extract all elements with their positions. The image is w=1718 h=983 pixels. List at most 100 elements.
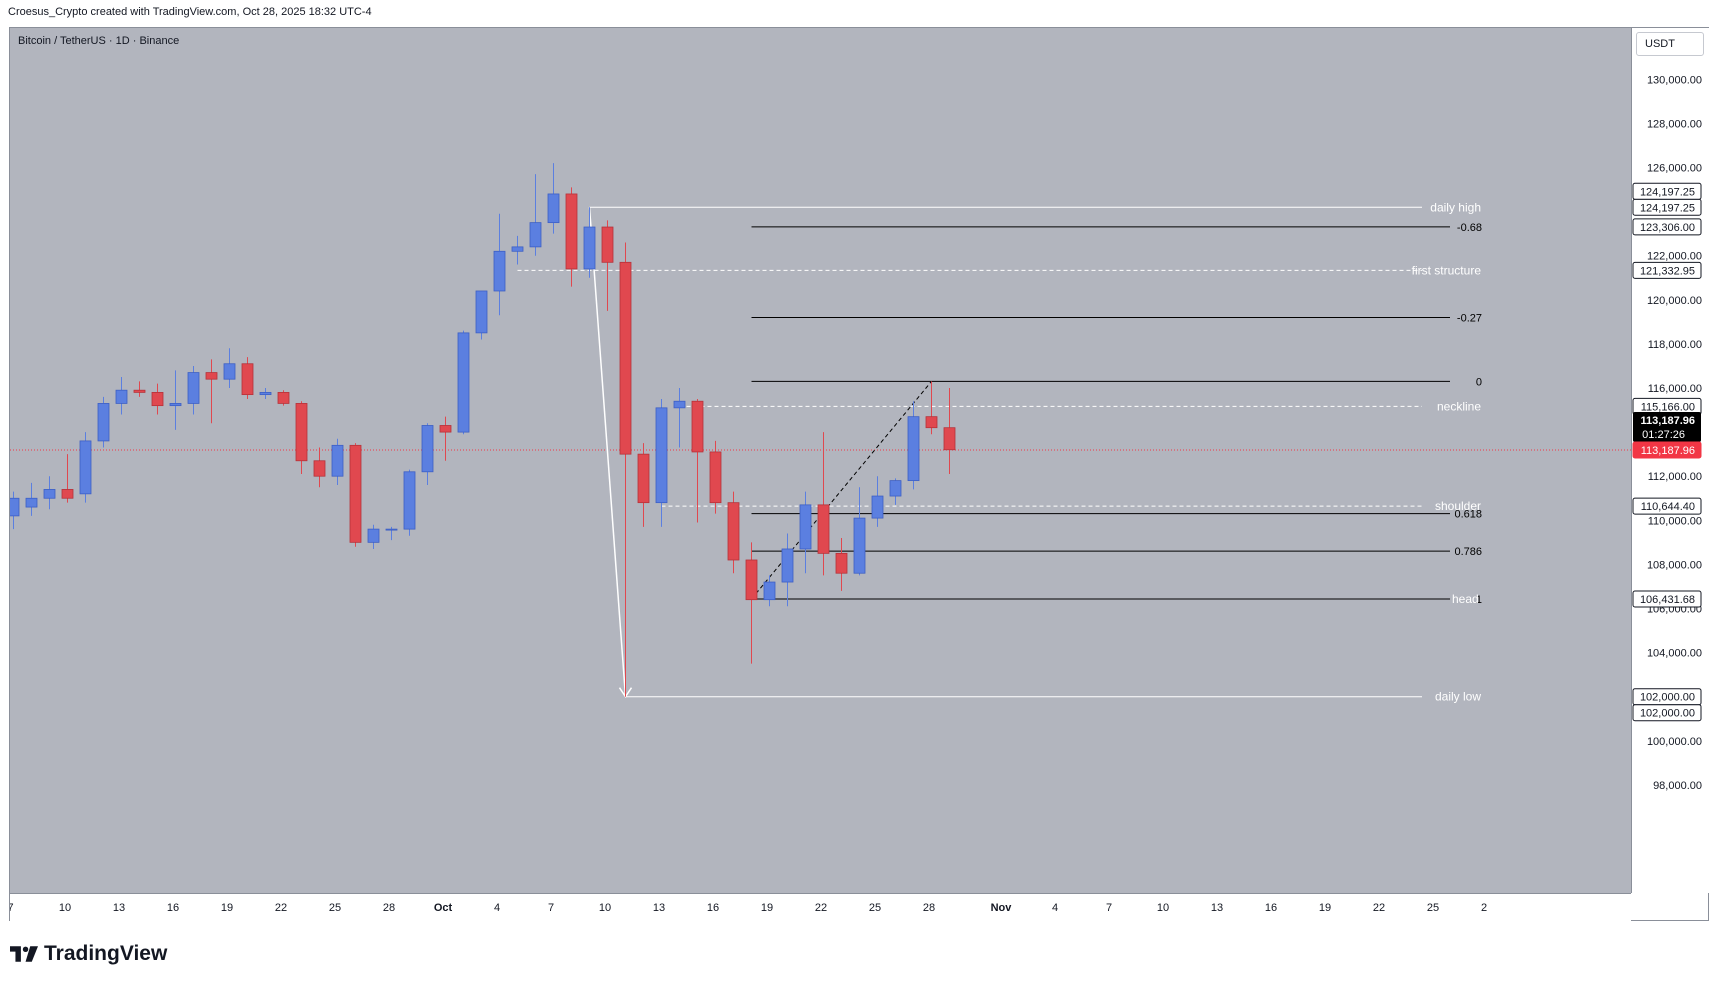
candle-body: [709, 451, 722, 504]
time-axis-labels: 7 10 13 16 19 22 25 28 Oct 4 7 10 13 16 19 22 25 28 Nov 4 7 1…: [7, 902, 1487, 914]
candle-body: [367, 528, 380, 543]
price-tick-label: 108,000.00: [1647, 559, 1702, 571]
candle-body: [925, 416, 938, 429]
time-tick-label: 22: [815, 902, 827, 914]
level-label: first structure: [1412, 263, 1482, 277]
candle-body: [25, 497, 38, 508]
time-tick-label: 16: [1265, 902, 1277, 914]
price-tick-label: 110,000.00: [1648, 515, 1702, 527]
fib-label: 0.786: [1454, 546, 1482, 558]
price-tick-label: 100,000.00: [1647, 736, 1702, 748]
fib-price-badge: 123,306.00: [1640, 222, 1695, 234]
time-tick-label: 10: [599, 902, 611, 914]
time-tick-label: 16: [167, 902, 179, 914]
candle-countdown: 01:27:26: [1642, 429, 1685, 441]
candle-body: [403, 471, 416, 530]
candle-body: [241, 363, 254, 396]
time-tick-label: 22: [1373, 902, 1385, 914]
candle-body: [43, 489, 56, 499]
time-tick-label: 25: [1427, 902, 1439, 914]
time-tick-label: 19: [761, 902, 773, 914]
candle-body: [529, 222, 542, 248]
level-price-badge: 121,332.95: [1640, 265, 1695, 277]
level-price-badge: 115,166.00: [1641, 401, 1695, 413]
fib-price-badge: 106,431.68: [1640, 594, 1695, 606]
level-label: daily low: [1435, 690, 1481, 704]
level-price-badge: 124,197.25: [1640, 186, 1695, 198]
candle-body: [115, 389, 128, 404]
last-price-box-bg: [1633, 412, 1701, 443]
level-label: daily high: [1430, 200, 1481, 214]
time-axis[interactable]: 7 10 13 16 19 22 25 28 Oct 4 7 10 13 16 19 22 25 28 Nov 4 7 1…: [7, 893, 1631, 921]
level-price-badge-bg: [1632, 182, 1702, 200]
time-tick-label: 16: [707, 902, 719, 914]
candle-body: [817, 504, 830, 554]
candle-body: [10, 497, 20, 517]
fib-label: 0: [1476, 376, 1482, 388]
candle-body: [799, 504, 812, 550]
time-tick-label: Nov: [991, 902, 1013, 914]
candle-body: [421, 425, 434, 473]
candle-body: [79, 440, 92, 495]
drop-arrow-line: [588, 207, 627, 697]
time-tick-label: 13: [113, 902, 125, 914]
candle-body: [349, 444, 362, 543]
candle-body: [295, 403, 308, 462]
tradingview-logo: TradingView: [10, 942, 167, 966]
tradingview-logo-icon: [10, 946, 38, 962]
time-tick-label: 10: [1157, 902, 1169, 914]
candle-body: [277, 392, 290, 404]
symbol-title[interactable]: Bitcoin / TetherUS · 1D · Binance: [18, 35, 180, 47]
plot-area[interactable]: daily high first structure neckline shoulde…: [10, 28, 1631, 893]
price-tick-label: 130,000.00: [1647, 74, 1702, 86]
candle-body: [151, 392, 164, 407]
level-price-badge: 102,000.00: [1640, 708, 1695, 720]
time-tick-label: 4: [494, 902, 500, 914]
candle-body: [331, 444, 344, 477]
fib-label: 0.618: [1454, 509, 1482, 521]
currency-selector[interactable]: USDT: [1636, 32, 1704, 56]
candle-body: [133, 389, 146, 393]
candle-body: [835, 552, 848, 574]
time-tick-label: 7: [10, 902, 14, 914]
candle-body: [727, 502, 740, 561]
time-tick-label: 10: [59, 902, 71, 914]
tradingview-logo-text: TradingView: [44, 942, 168, 965]
time-tick-label: Oct: [434, 902, 453, 914]
time-tick-label: 28: [383, 902, 395, 914]
level-price-badge-bg: [1632, 497, 1702, 515]
level-price-badge: 102,000.00: [1640, 692, 1695, 704]
candle-body: [691, 400, 704, 453]
fib-label: -0.68: [1457, 222, 1482, 234]
level-price-badge-bg: [1632, 261, 1702, 279]
current-price-badge: 113,187.96: [1641, 445, 1695, 457]
candle-body: [565, 193, 578, 270]
fib-price-badge-bg: [1632, 218, 1702, 236]
fib-label: 1: [1476, 594, 1482, 606]
candle-body: [655, 407, 668, 504]
time-tick-label: 7: [548, 902, 554, 914]
candle-body: [457, 332, 470, 433]
head-label: head: [1452, 592, 1479, 606]
candle-body: [781, 548, 794, 583]
time-tick-label: 2: [1481, 902, 1487, 914]
candle-body: [475, 290, 488, 334]
price-axis[interactable]: 130,000.00 128,000.00 126,000.00 122,000.00…: [1631, 28, 1709, 893]
candle-body: [619, 261, 632, 455]
candle-body: [547, 193, 560, 224]
price-axis-labels: 130,000.00 128,000.00 126,000.00 122,000.00…: [1632, 74, 1702, 792]
candle-body: [871, 495, 884, 519]
price-tick-label: 120,000.00: [1647, 295, 1702, 307]
current-price-badge-bg: [1632, 441, 1702, 459]
time-tick-label: 19: [221, 902, 233, 914]
candlestick-chart[interactable]: daily high first structure neckline shoulde…: [10, 28, 1631, 893]
fib-price-badge-bg: [1632, 590, 1702, 608]
candle-body: [907, 416, 920, 482]
candle-body: [385, 528, 398, 531]
candle-body: [187, 372, 200, 404]
time-tick-label: 25: [869, 902, 881, 914]
candle-body: [637, 453, 650, 504]
fib-label: -0.27: [1457, 312, 1482, 324]
last-price-value: 113,187.96: [1641, 415, 1695, 427]
fib-trend-line: [751, 381, 932, 600]
